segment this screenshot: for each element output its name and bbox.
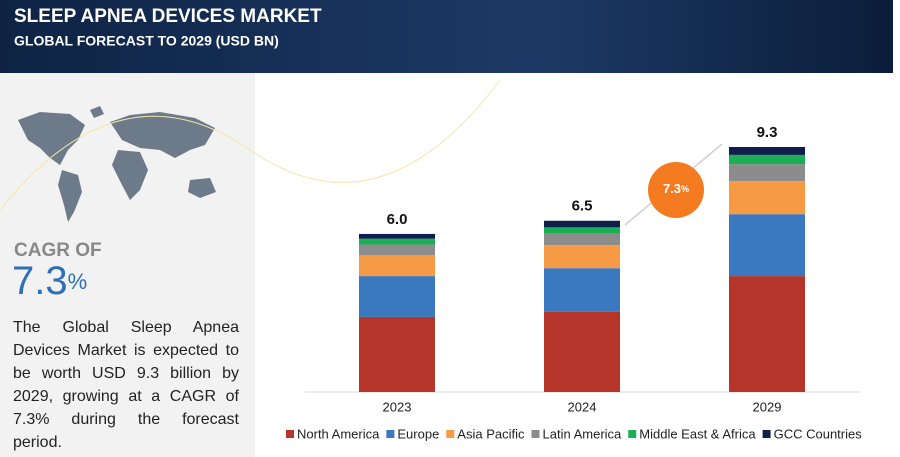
total-label: 9.3 [757,124,778,141]
x-tick-label: 2029 [753,399,782,414]
legend-label: Asia Pacific [457,426,525,441]
bar-segment [359,233,435,239]
annotation-value: 7.3 [663,181,681,196]
bar-segment [544,227,620,234]
legend-swatch [386,430,395,438]
total-label: 6.5 [572,198,593,215]
legend-label: Europe [397,426,439,441]
legend-swatch [446,430,455,438]
annotation-unit: % [681,184,689,194]
x-tick-label: 2023 [383,399,412,414]
legend-swatch [286,430,294,438]
cagr-value: 7.3 [12,259,68,303]
bar-segment [544,220,620,228]
bar-segment [729,164,805,182]
cagr-bubble-label: 7.3% [663,181,689,196]
bar-segment [544,311,620,392]
legend-label: Latin America [543,426,623,441]
cagr: 7.3% [12,259,87,303]
summary-text: The Global Sleep Apnea Devices Market is… [13,319,239,451]
bar-segment [544,268,620,312]
bar-segment [729,154,805,165]
title: SLEEP APNEA DEVICES MARKET [14,6,322,27]
bar-segment [729,276,805,392]
bar-segment [729,214,805,277]
bar-segment [359,238,435,245]
cagr-unit: % [68,269,88,294]
decor-curve [0,79,501,211]
bar-segment [544,233,620,246]
header-bg [0,0,893,73]
legend-label: GCC Countries [774,426,863,441]
legend-label: Middle East & Africa [639,426,756,441]
x-tick-label: 2024 [568,399,597,414]
legend-swatch [762,430,771,438]
legend-swatch [628,430,637,438]
bar-segment [359,244,435,256]
bar-segment [359,255,435,277]
bar-segment [359,276,435,317]
legend-label: North America [297,426,380,441]
bar-segment [729,147,805,155]
bar-segment [359,316,435,392]
cagr-label: CAGR OF [14,240,102,261]
world-map [18,106,216,222]
total-label: 6.0 [387,211,408,228]
bar-segment [729,181,805,215]
legend-swatch [531,430,540,438]
cagr-bubble [648,162,704,218]
subtitle: GLOBAL FORECAST TO 2029 (USD BN) [14,33,279,49]
bar-segment [544,245,620,269]
